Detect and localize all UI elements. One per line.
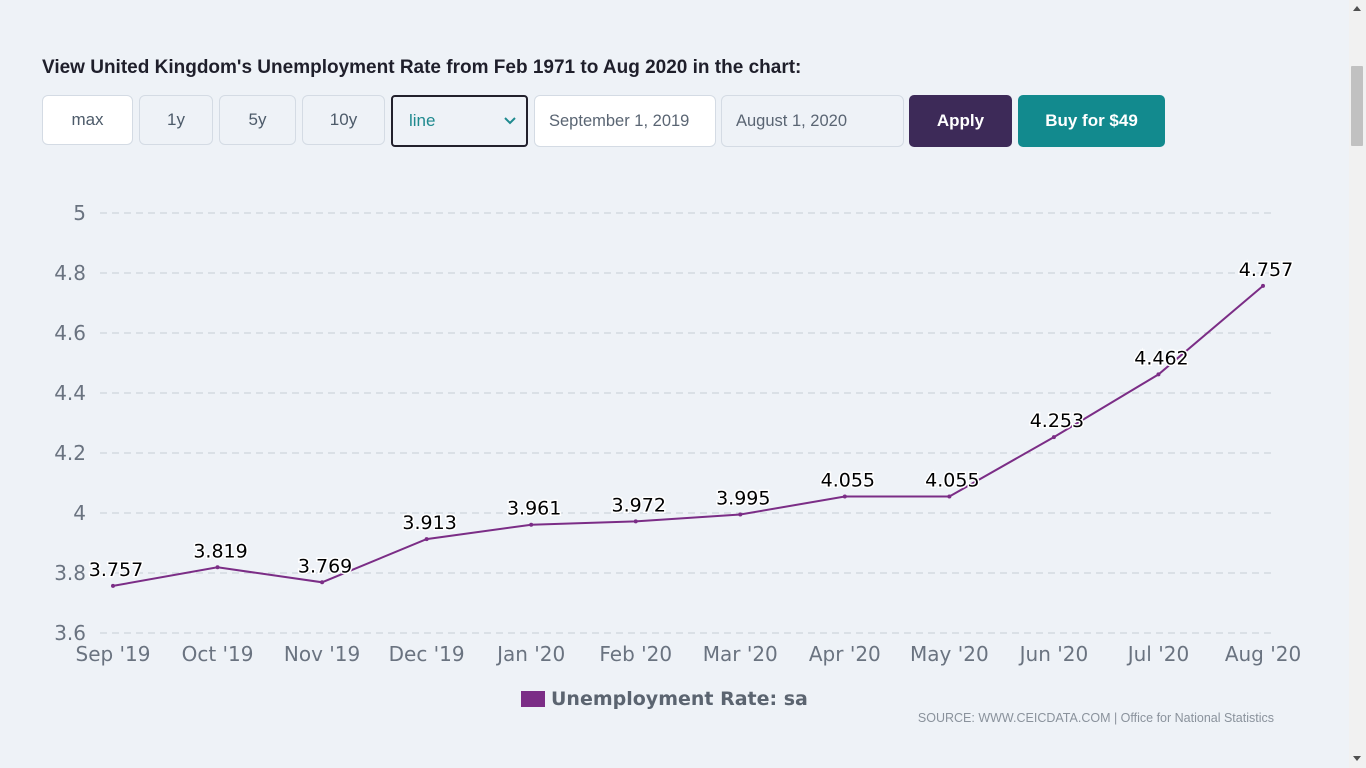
y-tick-label: 4.4 <box>54 381 86 405</box>
chart-type-select[interactable]: line <box>391 95 528 147</box>
data-label: 4.055 <box>821 470 875 492</box>
data-point <box>111 583 115 588</box>
chart-type-value: line <box>409 111 436 130</box>
apply-button[interactable]: Apply <box>909 95 1012 147</box>
y-tick-label: 5 <box>73 201 86 225</box>
x-tick-label: May '20 <box>910 642 989 666</box>
x-tick-label: Aug '20 <box>1225 642 1301 666</box>
y-tick-label: 4.8 <box>54 261 86 285</box>
data-label: 3.769 <box>298 555 352 577</box>
x-tick-label: Dec '19 <box>389 642 465 666</box>
data-point <box>1051 435 1056 440</box>
range-1y-button[interactable]: 1y <box>139 95 213 145</box>
scroll-up-arrow-icon[interactable] <box>1353 6 1361 11</box>
legend-label: Unemployment Rate: sa <box>551 688 808 710</box>
page-heading: View United Kingdom's Unemployment Rate … <box>42 57 802 78</box>
x-tick-label: Apr '20 <box>809 642 881 666</box>
y-axis-ticks: 3.6 3.8 4 4.2 4.4 4.6 4.8 5 <box>54 201 86 645</box>
x-tick-label: Nov '19 <box>284 642 360 666</box>
scroll-thumb[interactable] <box>1351 66 1363 146</box>
data-label: 4.757 <box>1239 259 1293 281</box>
x-axis-ticks: Sep '19 Oct '19 Nov '19 Dec '19 Jan '20 Feb '… <box>76 642 1302 666</box>
data-point <box>424 537 429 542</box>
x-tick-label: Oct '19 <box>182 642 254 666</box>
legend[interactable]: Unemployment Rate: sa <box>521 688 808 710</box>
data-label: 4.462 <box>1134 347 1188 369</box>
data-label: 3.757 <box>89 559 143 581</box>
data-label: 3.995 <box>716 488 770 510</box>
data-point <box>320 580 325 585</box>
range-10y-button[interactable]: 10y <box>302 95 385 145</box>
y-tick-label: 3.8 <box>54 561 86 585</box>
data-label: 3.961 <box>507 498 561 520</box>
x-tick-label: Jul '20 <box>1126 642 1189 666</box>
data-point <box>215 565 220 570</box>
page-scrollbar[interactable] <box>1349 0 1366 768</box>
grid-lines <box>100 212 1275 634</box>
data-point <box>947 494 952 499</box>
x-tick-label: Feb '20 <box>599 642 672 666</box>
date-to-input[interactable]: August 1, 2020 <box>721 95 904 147</box>
range-5y-button[interactable]: 5y <box>219 95 296 145</box>
x-tick-label: Mar '20 <box>703 642 778 666</box>
data-labels: 3.757 3.819 3.769 3.913 3.961 3.972 3.995 4.055… <box>87 257 1295 588</box>
range-max-button[interactable]: max <box>42 95 133 145</box>
data-label: 3.913 <box>402 512 456 534</box>
data-point <box>529 522 534 527</box>
data-point <box>633 519 638 524</box>
data-point <box>842 494 847 499</box>
date-from-input[interactable]: September 1, 2019 <box>534 95 716 147</box>
data-point <box>1156 372 1161 377</box>
data-label: 3.972 <box>612 494 666 516</box>
x-tick-label: Jun '20 <box>1018 642 1089 666</box>
scroll-down-arrow-icon[interactable] <box>1353 756 1361 761</box>
data-label: 3.819 <box>193 540 247 562</box>
data-point <box>1261 283 1265 288</box>
buy-button[interactable]: Buy for $49 <box>1018 95 1165 147</box>
legend-swatch <box>521 691 545 707</box>
y-tick-label: 4.2 <box>54 441 86 465</box>
x-tick-label: Sep '19 <box>76 642 151 666</box>
data-label: 4.055 <box>925 470 979 492</box>
y-tick-label: 4 <box>73 501 86 525</box>
y-tick-label: 4.6 <box>54 321 86 345</box>
series-line-unemployment-rate <box>112 285 1264 587</box>
chevron-down-icon <box>504 117 516 125</box>
y-tick-label: 3.6 <box>54 621 86 645</box>
x-tick-label: Jan '20 <box>495 642 565 666</box>
data-label: 4.253 <box>1030 410 1084 432</box>
source-note: SOURCE: WWW.CEICDATA.COM | Office for Na… <box>917 711 1274 725</box>
data-point <box>738 512 743 517</box>
